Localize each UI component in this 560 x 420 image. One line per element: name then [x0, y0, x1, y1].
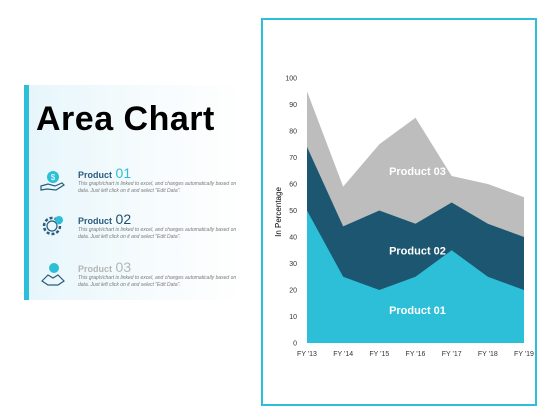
- y-tick-label: 40: [289, 235, 297, 242]
- product-02-label: Product 02: [78, 211, 132, 227]
- x-tick-label: FY '14: [333, 351, 353, 358]
- y-tick-label: 20: [289, 288, 297, 295]
- area-product-01: [307, 210, 524, 343]
- gear-dollar-icon: [38, 211, 68, 241]
- product-01-description: This graph/chart is linked to excel, and…: [78, 181, 237, 194]
- y-tick-label: 90: [289, 102, 297, 109]
- x-tick-label: FY '19: [514, 351, 534, 358]
- x-tick-label: FY '17: [442, 351, 462, 358]
- x-tick-label: FY '16: [406, 351, 426, 358]
- left-panel: [24, 85, 244, 300]
- x-tick-label: FY '15: [369, 351, 389, 358]
- x-tick-label: FY '13: [297, 351, 317, 358]
- handshake-icon: [38, 259, 68, 289]
- y-tick-label: 80: [289, 129, 297, 136]
- product-01-label: Product 01: [78, 165, 132, 181]
- product-02-description: This graph/chart is linked to excel, and…: [78, 227, 237, 240]
- product-03-label: Product 03: [78, 259, 132, 275]
- y-tick-label: 100: [285, 76, 297, 83]
- y-axis-label: In Percentage: [274, 187, 283, 237]
- chart-frame: [261, 18, 537, 406]
- series-label-product-02: Product 02: [389, 245, 446, 257]
- product-02-item: Product 02 This graph/chart is linked to…: [38, 211, 238, 255]
- hand-money-icon: $: [38, 165, 68, 195]
- svg-text:$: $: [51, 173, 56, 182]
- accent-bar: [24, 85, 29, 300]
- product-01-item: $ Product 01 This graph/chart is linked …: [38, 165, 238, 209]
- y-tick-label: 0: [293, 341, 297, 348]
- product-03-item: Product 03 This graph/chart is linked to…: [38, 259, 238, 303]
- series-label-product-01: Product 01: [389, 305, 446, 317]
- y-tick-label: 50: [289, 208, 297, 215]
- y-tick-label: 10: [289, 314, 297, 321]
- product-03-description: This graph/chart is linked to excel, and…: [78, 275, 237, 288]
- slide-title: Area Chart: [36, 100, 215, 138]
- y-tick-label: 70: [289, 155, 297, 162]
- y-tick-label: 30: [289, 261, 297, 268]
- y-tick-label: 60: [289, 182, 297, 189]
- x-tick-label: FY '18: [478, 351, 498, 358]
- series-label-product-03: Product 03: [389, 166, 446, 178]
